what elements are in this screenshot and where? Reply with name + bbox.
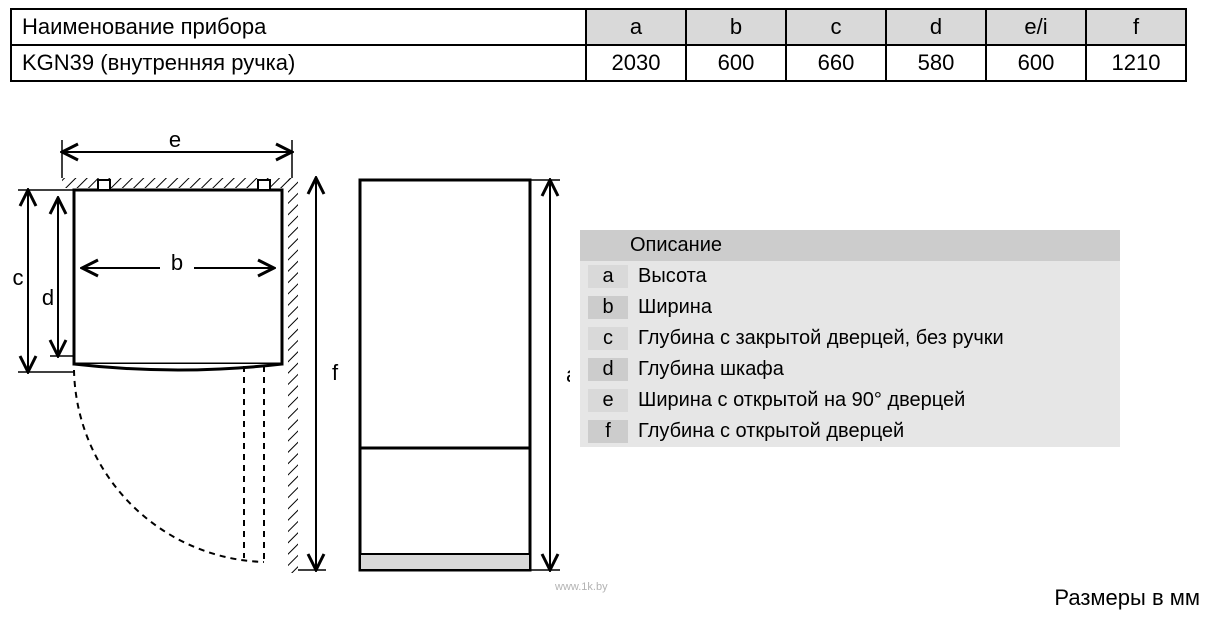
table-row: KGN39 (внутренняя ручка) 2030 600 660 58…: [11, 45, 1186, 81]
legend-text: Глубина с закрытой дверцей, без ручки: [638, 327, 1004, 350]
watermark-text: www.1k.by: [555, 581, 608, 593]
legend-key: a: [588, 265, 628, 288]
table-header-b: b: [686, 9, 786, 45]
legend-key: e: [588, 389, 628, 412]
legend-key: d: [588, 358, 628, 381]
legend-key: f: [588, 420, 628, 443]
table-header-f: f: [1086, 9, 1186, 45]
val-f: 1210: [1086, 45, 1186, 81]
legend-row-a: a Высота: [580, 261, 1120, 292]
legend-key: c: [588, 327, 628, 350]
dim-label-c: c: [13, 265, 24, 290]
val-c: 660: [786, 45, 886, 81]
val-ei: 600: [986, 45, 1086, 81]
legend-row-b: b Ширина: [580, 292, 1120, 323]
legend-row-f: f Глубина с открытой дверцей: [580, 416, 1120, 447]
legend-key: b: [588, 296, 628, 319]
dim-label-f: f: [332, 360, 339, 385]
dim-label-a: a: [566, 362, 570, 387]
val-d: 580: [886, 45, 986, 81]
dimensions-table: Наименование прибора a b c d e/i f KGN39…: [10, 8, 1187, 82]
table-header-name: Наименование прибора: [11, 9, 586, 45]
dimension-diagram: e b c d f: [10, 130, 570, 590]
legend: Описание a Высота b Ширина c Глубина с з…: [580, 230, 1120, 447]
table-header-d: d: [886, 9, 986, 45]
front-view: [360, 180, 530, 570]
dim-label-e: e: [169, 130, 181, 152]
legend-header: Описание: [580, 230, 1120, 261]
val-a: 2030: [586, 45, 686, 81]
val-b: 600: [686, 45, 786, 81]
legend-row-e: e Ширина с открытой на 90° дверцей: [580, 385, 1120, 416]
table-header-ei: e/i: [986, 9, 1086, 45]
dim-label-b: b: [171, 250, 183, 275]
table-header-c: c: [786, 9, 886, 45]
dim-label-d: d: [42, 285, 54, 310]
legend-row-d: d Глубина шкафа: [580, 354, 1120, 385]
legend-text: Глубина шкафа: [638, 358, 784, 381]
model-name: KGN39 (внутренняя ручка): [11, 45, 586, 81]
table-header-a: a: [586, 9, 686, 45]
legend-text: Высота: [638, 265, 707, 288]
legend-row-c: c Глубина с закрытой дверцей, без ручки: [580, 323, 1120, 354]
legend-text: Ширина: [638, 296, 712, 319]
legend-text: Глубина с открытой дверцей: [638, 420, 904, 443]
legend-text: Ширина с открытой на 90° дверцей: [638, 389, 965, 412]
units-note: Размеры в мм: [1054, 585, 1200, 611]
